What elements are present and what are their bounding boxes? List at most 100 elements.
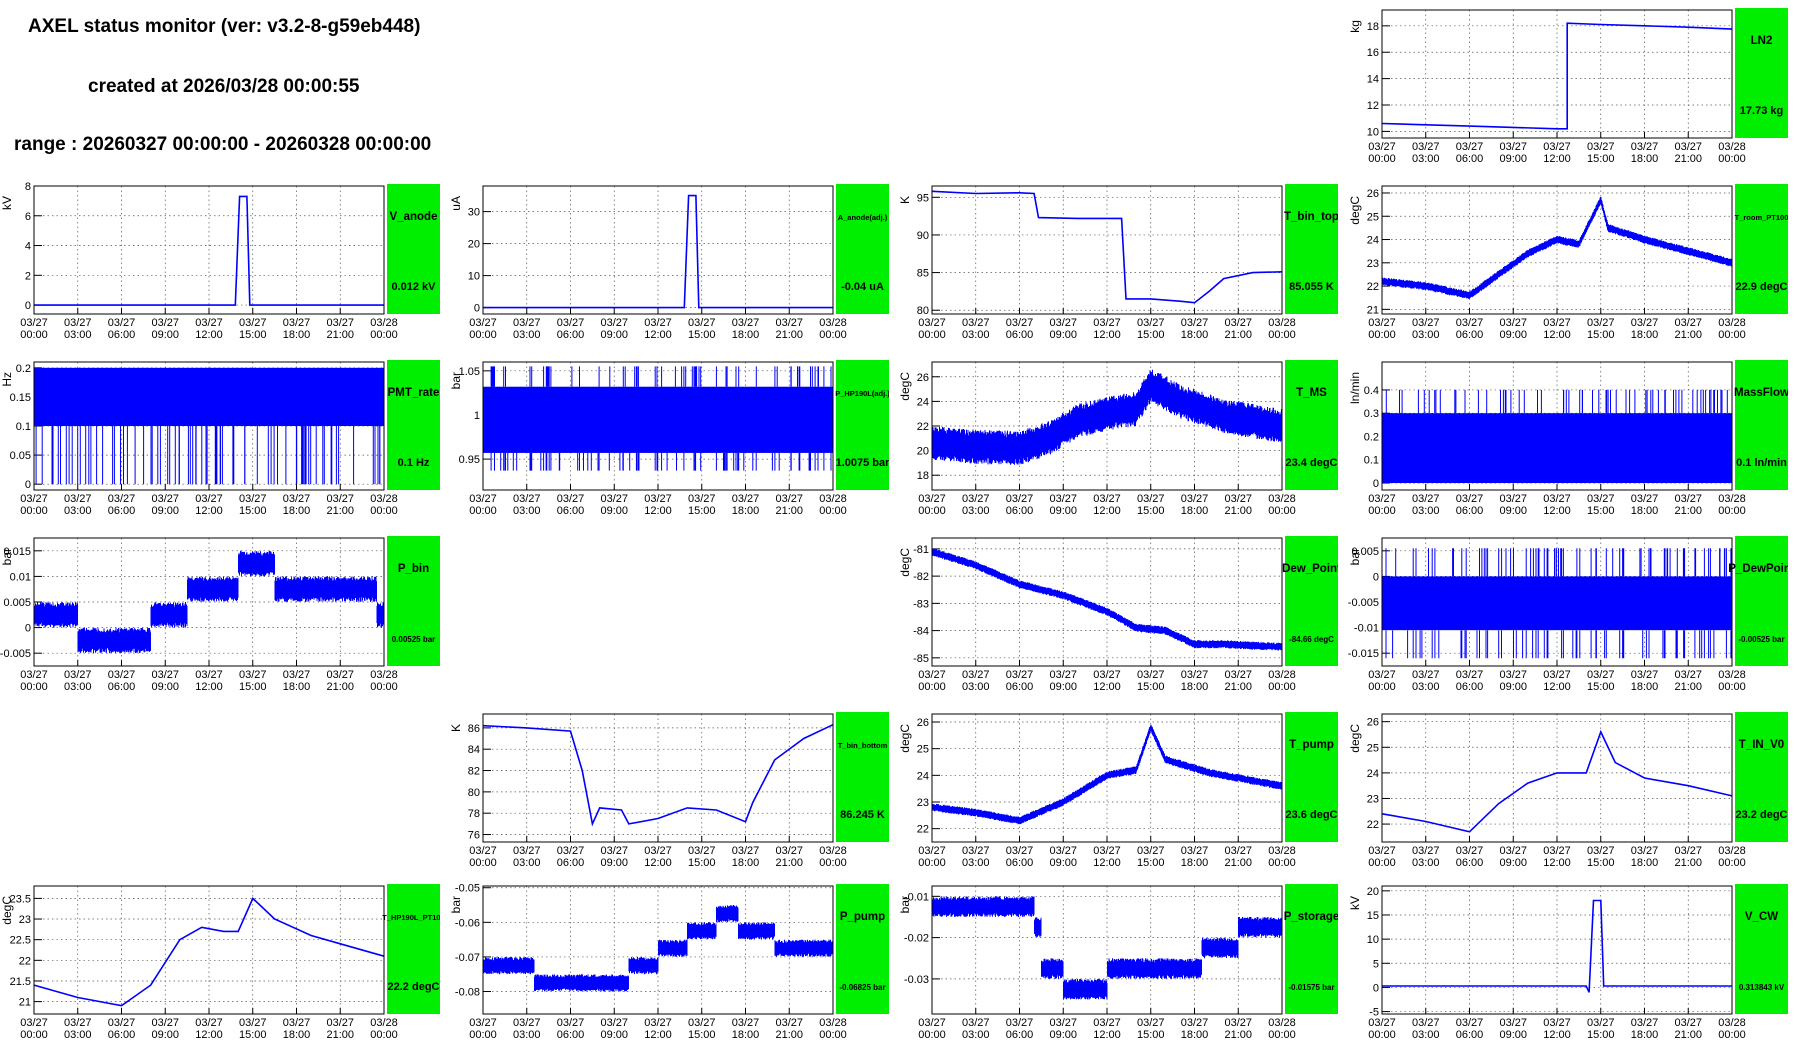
y-tick-label: 18 [1367, 21, 1379, 33]
y-tick-label: 0.3 [1364, 408, 1379, 420]
x-tick-date: 03/27 [1368, 1017, 1396, 1029]
x-tick-date: 03/27 [1631, 141, 1659, 153]
x-tick-time: 03:00 [962, 1029, 990, 1041]
x-tick-time: 03:00 [1412, 505, 1440, 517]
x-tick-time: 06:00 [108, 681, 136, 693]
x-tick-date: 03/28 [1718, 141, 1746, 153]
chart-A_anode: 010203003/2700:0003/2703:0003/2706:0003/… [449, 184, 889, 341]
x-tick-time: 15:00 [688, 1029, 716, 1041]
x-tick-time: 12:00 [195, 681, 223, 693]
status-value: 23.6 degC [1286, 809, 1338, 821]
x-tick-date: 03/27 [775, 845, 803, 857]
x-tick-time: 09:00 [1049, 505, 1077, 517]
x-tick-time: 03:00 [962, 681, 990, 693]
x-tick-time: 03:00 [64, 1029, 92, 1041]
series-line [34, 195, 384, 306]
x-tick-date: 03/27 [469, 317, 497, 329]
x-tick-time: 06:00 [1456, 329, 1484, 341]
x-tick-time: 00:00 [370, 1029, 398, 1041]
x-tick-time: 09:00 [1499, 681, 1527, 693]
status-box [387, 536, 440, 666]
panel-T_IN_V0: 22 23 24 25 26 03/27 00:00 03/27 03:00 03/27 06:00… [1348, 710, 1788, 880]
status-title: A_anode(adj.) [838, 213, 888, 222]
x-tick-time: 00:00 [1718, 681, 1746, 693]
y-tick-label: 22 [19, 955, 31, 967]
x-tick-date: 03/27 [644, 845, 672, 857]
y-axis-label: bar [1348, 548, 1362, 565]
x-tick-time: 12:00 [1093, 681, 1121, 693]
y-tick-label: 14 [1367, 74, 1379, 86]
x-tick-date: 03/28 [370, 493, 398, 505]
y-tick-label: -85 [913, 653, 929, 665]
x-tick-date: 03/28 [1718, 317, 1746, 329]
y-tick-label: 85 [917, 268, 929, 280]
x-tick-time: 03:00 [513, 857, 541, 869]
x-tick-date: 03/27 [1499, 845, 1527, 857]
x-tick-time: 00:00 [1718, 857, 1746, 869]
y-tick-label: 0.015 [3, 546, 31, 558]
x-tick-time: 15:00 [239, 505, 267, 517]
x-tick-date: 03/27 [195, 317, 223, 329]
y-tick-label: 21.5 [10, 976, 31, 988]
y-tick-label: -0.02 [904, 933, 929, 945]
x-tick-date: 03/27 [1368, 141, 1396, 153]
x-tick-date: 03/27 [1137, 669, 1165, 681]
x-tick-time: 09:00 [1499, 1029, 1527, 1041]
x-tick-date: 03/27 [1543, 317, 1571, 329]
x-tick-time: 21:00 [326, 329, 354, 341]
x-tick-time: 18:00 [732, 1029, 760, 1041]
x-tick-time: 15:00 [239, 329, 267, 341]
y-axis-label: bar [0, 548, 14, 565]
x-tick-date: 03/27 [688, 1017, 716, 1029]
x-tick-time: 00:00 [370, 505, 398, 517]
x-tick-time: 00:00 [20, 505, 48, 517]
y-tick-label: -0.06 [455, 917, 480, 929]
x-tick-date: 03/27 [644, 317, 672, 329]
x-tick-time: 06:00 [557, 505, 585, 517]
y-tick-label: 22.5 [10, 935, 31, 947]
status-value: 0.1 Hz [398, 457, 430, 469]
y-tick-label: 24 [1367, 235, 1379, 247]
chart-T_IN_V0: 222324252603/2700:0003/2703:0003/2706:00… [1348, 712, 1788, 869]
x-tick-time: 00:00 [1368, 505, 1396, 517]
y-tick-label: 23 [917, 797, 929, 809]
x-tick-date: 03/27 [469, 845, 497, 857]
x-tick-time: 09:00 [1499, 329, 1527, 341]
status-box [387, 360, 440, 490]
x-tick-date: 03/27 [1543, 669, 1571, 681]
x-tick-time: 00:00 [819, 857, 847, 869]
x-tick-time: 12:00 [1093, 857, 1121, 869]
x-tick-date: 03/27 [1587, 317, 1615, 329]
x-tick-time: 15:00 [688, 505, 716, 517]
status-title: Dew_Point [1282, 563, 1338, 575]
status-title: T_room_PT100 [1735, 213, 1788, 222]
x-tick-time: 12:00 [1093, 505, 1121, 517]
y-tick-label: 0.4 [1364, 385, 1379, 397]
y-tick-label: 0.95 [459, 454, 480, 466]
x-tick-time: 00:00 [1368, 857, 1396, 869]
x-tick-date: 03/28 [1268, 493, 1296, 505]
x-tick-date: 03/27 [1049, 669, 1077, 681]
x-tick-date: 03/27 [1049, 1017, 1077, 1029]
x-tick-time: 00:00 [1718, 329, 1746, 341]
x-tick-time: 09:00 [1499, 153, 1527, 165]
panel-T_HP190L_PT100: 21 21.5 22 22.5 23 23.5 03/27 00:00 03/27 03:00 03… [0, 882, 440, 1052]
x-tick-time: 00:00 [20, 681, 48, 693]
x-tick-time: 06:00 [1006, 857, 1034, 869]
y-tick-label: 6 [25, 211, 31, 223]
x-tick-time: 12:00 [1543, 505, 1571, 517]
x-tick-date: 03/27 [1006, 845, 1034, 857]
x-tick-time: 21:00 [326, 505, 354, 517]
y-tick-label: 76 [468, 830, 480, 842]
y-tick-label: -81 [913, 544, 929, 556]
panel-P_HP190L: 0.95 1 1.05 03/27 00:00 03/27 03:00 03/27 06:00 0… [449, 358, 889, 528]
y-tick-label: 5 [1373, 958, 1379, 970]
status-value: -0.04 uA [841, 281, 884, 293]
panel-Dew_Point: -85 -84 -83 -82 -81 03/27 00:00 03/27 03:00 03/27… [898, 534, 1338, 704]
y-tick-label: -5 [1369, 1007, 1379, 1019]
x-tick-date: 03/27 [1456, 845, 1484, 857]
y-axis-label: ln/min [1348, 372, 1362, 404]
x-tick-time: 00:00 [918, 857, 946, 869]
series-fill [1382, 576, 1732, 631]
status-title: V_CW [1745, 911, 1778, 923]
